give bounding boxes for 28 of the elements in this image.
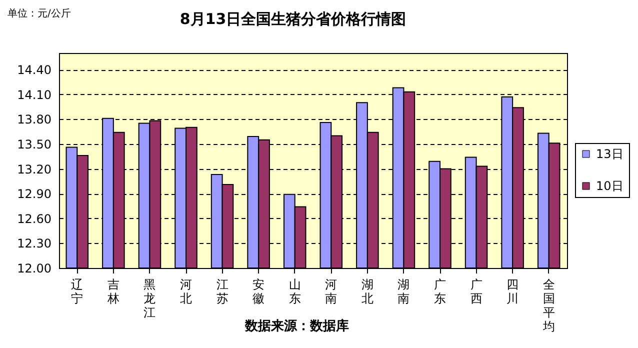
y-tick-label: 13.80	[17, 112, 52, 127]
x-tick-label: 湖北	[361, 278, 374, 306]
legend-label: 13日	[596, 147, 624, 161]
x-tick-label: 河北	[180, 278, 192, 306]
y-tick-label: 12.90	[17, 187, 52, 202]
x-tick-label: 四川	[506, 278, 519, 306]
x-tick-label: 江苏	[216, 278, 228, 306]
x-tick-label: 黑龙江	[144, 278, 156, 320]
x-tick-label: 广东	[434, 278, 446, 306]
y-tick-label: 12.30	[17, 236, 52, 251]
y-axis-title: 单位：元/公斤	[8, 8, 71, 20]
chart-title: 8月13日全国生猪分省价格行情图	[180, 10, 406, 28]
x-tick-label: 湖南	[398, 278, 410, 306]
y-tick-label: 12.00	[17, 262, 52, 276]
y-tick-label: 14.40	[17, 63, 52, 78]
y-tick-label: 13.50	[17, 137, 52, 152]
x-tick-label: 全国平均	[542, 278, 555, 334]
x-tick-label: 辽宁	[71, 278, 84, 306]
legend-label: 10日	[596, 179, 624, 193]
x-tick-label: 山东	[288, 278, 301, 306]
x-tick-label: 广西	[470, 278, 482, 306]
source-note: 数据来源：数据库	[244, 318, 349, 334]
x-tick-label: 安徽	[252, 278, 265, 306]
x-tick-label: 河南	[325, 278, 338, 306]
y-tick-label: 12.60	[17, 212, 52, 226]
y-tick-label: 13.20	[17, 162, 52, 176]
x-tick-label: 吉林	[106, 278, 120, 306]
y-tick-label: 14.10	[17, 88, 52, 102]
